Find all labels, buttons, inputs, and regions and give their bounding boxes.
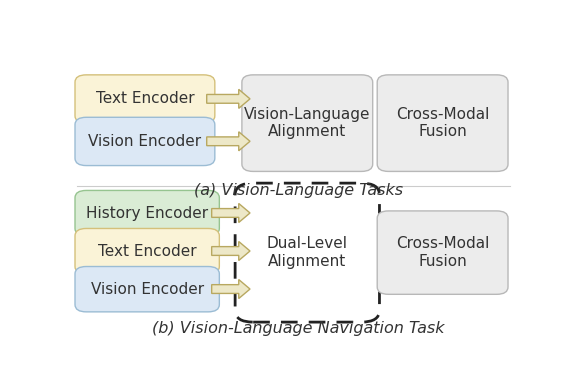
FancyBboxPatch shape xyxy=(242,75,372,171)
FancyBboxPatch shape xyxy=(75,228,219,274)
FancyBboxPatch shape xyxy=(75,266,219,312)
Text: History Encoder: History Encoder xyxy=(86,206,208,221)
Text: (b) Vision-Language Navigation Task: (b) Vision-Language Navigation Task xyxy=(152,321,445,336)
Text: Vision-Language
Alignment: Vision-Language Alignment xyxy=(244,107,371,139)
FancyArrow shape xyxy=(212,203,250,222)
Text: Cross-Modal
Fusion: Cross-Modal Fusion xyxy=(396,236,489,269)
Text: Cross-Modal
Fusion: Cross-Modal Fusion xyxy=(396,107,489,139)
Text: Text Encoder: Text Encoder xyxy=(98,244,197,259)
FancyBboxPatch shape xyxy=(377,211,508,294)
FancyBboxPatch shape xyxy=(75,117,215,166)
FancyArrow shape xyxy=(207,89,250,108)
Text: Vision Encoder: Vision Encoder xyxy=(88,134,201,149)
Text: Vision Encoder: Vision Encoder xyxy=(91,282,204,297)
FancyBboxPatch shape xyxy=(235,183,379,322)
FancyArrow shape xyxy=(212,242,250,261)
FancyBboxPatch shape xyxy=(75,75,215,123)
FancyBboxPatch shape xyxy=(75,190,219,236)
Text: (a) Vision-Language Tasks: (a) Vision-Language Tasks xyxy=(194,183,403,198)
Text: Dual-Level
Alignment: Dual-Level Alignment xyxy=(267,236,348,269)
FancyBboxPatch shape xyxy=(377,75,508,171)
FancyArrow shape xyxy=(212,280,250,299)
Text: Text Encoder: Text Encoder xyxy=(95,92,194,106)
FancyArrow shape xyxy=(207,132,250,151)
